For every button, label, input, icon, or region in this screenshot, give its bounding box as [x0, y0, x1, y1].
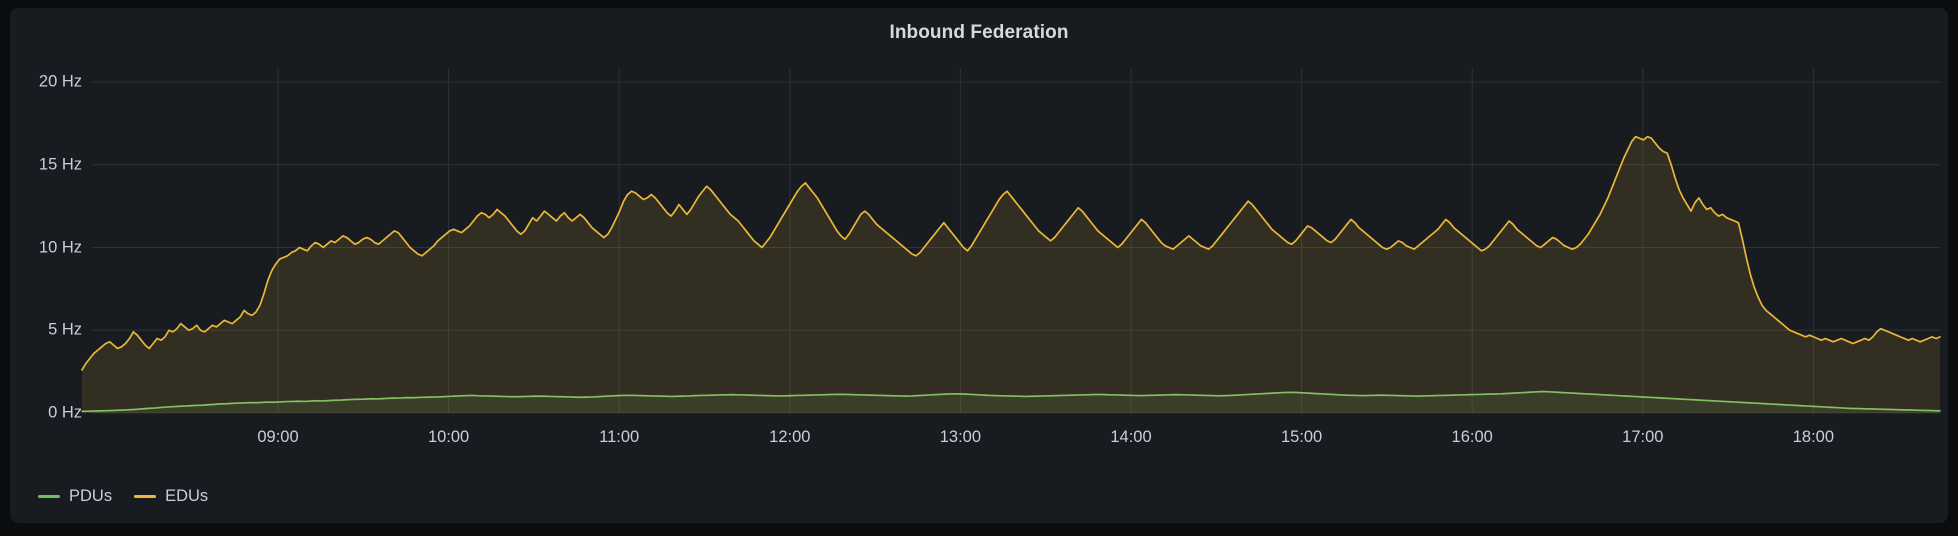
grid-lines [92, 68, 1940, 414]
grafana-panel: Inbound Federation 0 Hz 5 Hz 10 Hz 15 Hz 20 … [10, 8, 1948, 523]
chart-svg [81, 68, 1941, 414]
y-tick-label: 15 Hz [38, 155, 82, 174]
legend-item-label: PDUs [69, 487, 113, 505]
plot-area[interactable]: 0 Hz 5 Hz 10 Hz 15 Hz 20 Hz 09:00 10:00 11:00 1… [10, 8, 1948, 523]
y-tick-label: 20 Hz [38, 72, 82, 91]
y-tick-label: 0 Hz [48, 403, 82, 422]
y-axis: 0 Hz 5 Hz 10 Hz 15 Hz 20 Hz [10, 8, 82, 523]
series-area-edus [82, 136, 1940, 413]
legend-item-label: EDUs [165, 487, 209, 505]
legend-item-edus[interactable]: EDUs [134, 487, 208, 506]
series-line-pdus [81, 390, 1941, 413]
legend-color-swatch-icon [134, 495, 157, 498]
legend-item-pdus[interactable]: PDUs [38, 487, 112, 506]
y-tick-label: 10 Hz [38, 238, 82, 256]
series-line-edus [81, 135, 1941, 371]
y-tick-label: 5 Hz [48, 320, 82, 339]
legend-color-swatch-icon [38, 495, 60, 498]
chart-legend[interactable]: PDUs EDUs [38, 487, 208, 506]
panel-title: Inbound Federation [889, 22, 1069, 43]
